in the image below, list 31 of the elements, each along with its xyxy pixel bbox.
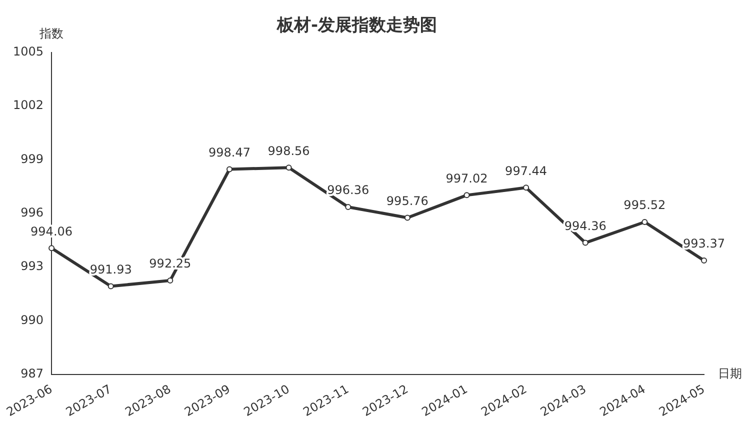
chart-title: 板材-发展指数走势图 — [276, 16, 438, 36]
data-label: 998.56 — [268, 144, 310, 158]
y-tick-label: 999 — [20, 152, 44, 166]
point — [286, 164, 292, 171]
point — [345, 204, 352, 210]
point — [404, 214, 410, 221]
x-axis-title: 日期 — [718, 366, 742, 381]
point — [701, 257, 707, 264]
point — [582, 240, 588, 246]
data-label: 995.52 — [624, 198, 666, 212]
point — [167, 278, 174, 284]
point — [523, 184, 530, 191]
y-tick-label: 990 — [20, 312, 44, 327]
y-tick-label: 987 — [20, 366, 44, 381]
data-label: 996.36 — [327, 183, 370, 198]
data-label: 998.47 — [208, 145, 250, 160]
data-label: 993.37 — [683, 236, 725, 251]
point — [48, 245, 55, 252]
point — [108, 283, 114, 290]
y-tick-label: 993 — [20, 259, 44, 274]
data-label: 997.44 — [505, 164, 548, 178]
point — [642, 219, 648, 226]
data-label: 995.76 — [386, 194, 428, 208]
y-axis-title: 指数 — [38, 26, 64, 41]
y-tick-label: 1005 — [12, 44, 44, 59]
data-label: 991.93 — [90, 262, 132, 276]
y-tick-label: 1002 — [12, 98, 44, 112]
y-tick-label: 996 — [20, 206, 44, 220]
point — [464, 192, 470, 198]
data-label: 997.02 — [446, 171, 488, 186]
point — [226, 166, 232, 172]
